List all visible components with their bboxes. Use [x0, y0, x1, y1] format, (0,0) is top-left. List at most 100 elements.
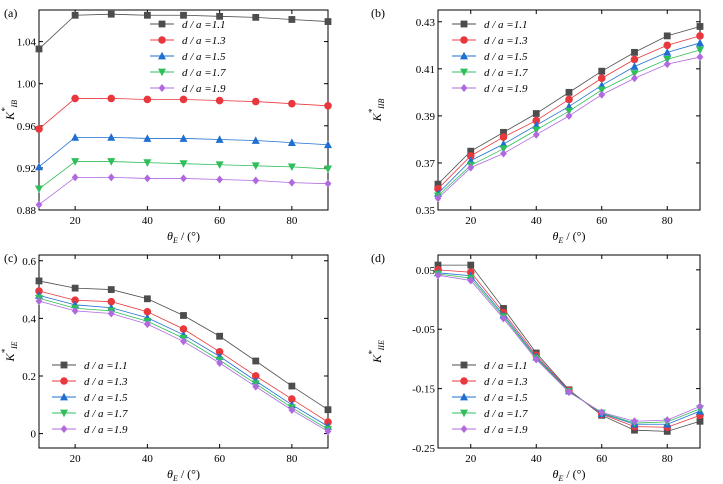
data-point: [143, 295, 151, 303]
data-point: [252, 357, 260, 365]
data-point: [467, 147, 475, 155]
y-axis-label: K*IIE: [367, 340, 386, 364]
svg-text:K*IIB: K*IIB: [367, 99, 386, 123]
plot-frame: [38, 254, 329, 449]
legend-marker: [60, 377, 68, 385]
data-point: [467, 276, 475, 285]
y-tick-label: 0.2: [22, 371, 36, 383]
data-point: [215, 135, 224, 143]
legend-marker: [460, 68, 468, 77]
data-point: [434, 180, 442, 188]
y-tick-label: 0.41: [416, 64, 435, 76]
data-point: [434, 185, 442, 193]
legend: d / a =1.1 d / a =1.3 d / a =1.5 d / a =1.7…: [452, 360, 528, 436]
plot-frame: [437, 254, 701, 449]
data-point: [500, 149, 507, 158]
legend-entry: d / a =1.5: [182, 51, 226, 63]
data-point: [499, 133, 508, 141]
data-point: [215, 161, 224, 169]
series-line: [437, 272, 701, 425]
data-point: [179, 325, 188, 333]
data-point: [179, 160, 188, 168]
data-point: [107, 133, 116, 141]
data-point: [35, 45, 43, 53]
legend-marker: [60, 361, 68, 369]
legend-entry: d / a =1.9: [484, 83, 528, 95]
y-tick-label: 0.05: [416, 265, 436, 277]
data-point: [532, 116, 541, 125]
x-axis-label: θE / (°): [553, 229, 586, 245]
y-tick-label: 1.04: [17, 37, 37, 49]
legend-entry: d / a =1.3: [84, 376, 128, 388]
data-point: [630, 62, 639, 70]
data-point: [288, 382, 296, 390]
legend-marker: [60, 425, 68, 433]
series-line: [437, 49, 701, 197]
data-point: [288, 405, 296, 414]
legend-marker: [60, 392, 68, 401]
data-point: [143, 159, 152, 167]
x-tick-label: 20: [70, 453, 82, 465]
x-tick-label: 40: [531, 453, 543, 465]
data-point: [216, 359, 224, 368]
x-tick-label: 80: [662, 215, 674, 227]
data-point: [252, 382, 260, 391]
y-tick-label: 1.00: [17, 79, 37, 91]
x-tick-label: 60: [596, 453, 608, 465]
legend-marker: [158, 36, 166, 44]
data-point: [71, 11, 79, 19]
legend-entry: d / a =1.1: [484, 19, 527, 31]
data-point: [180, 312, 187, 319]
data-point: [324, 18, 332, 25]
y-tick-label: 0.39: [416, 111, 436, 123]
legend-entry: d / a =1.3: [484, 35, 528, 47]
y-tick-label: -0.05: [412, 324, 435, 336]
y-axis-label: K*IB: [0, 100, 19, 121]
data-point: [180, 11, 187, 19]
svg-text:K*IE: K*IE: [0, 341, 19, 362]
data-point: [71, 284, 79, 292]
legend-entry: d / a =1.1: [84, 360, 127, 372]
y-tick-label: 0.35: [416, 205, 436, 217]
data-point: [434, 261, 442, 269]
data-point: [143, 95, 152, 104]
data-point: [696, 23, 704, 30]
data-point: [696, 38, 704, 47]
legend-entry: d / a =1.1: [484, 360, 527, 372]
data-point: [252, 176, 260, 185]
data-point: [532, 130, 540, 139]
legend-marker: [460, 84, 468, 92]
data-point: [663, 427, 671, 435]
data-point: [565, 88, 573, 96]
legend-marker: [460, 20, 468, 28]
legend-marker: [460, 392, 468, 401]
data-point: [696, 46, 704, 55]
legend-entry: d / a =1.7: [484, 408, 528, 420]
legend-entry: d / a =1.5: [484, 51, 528, 63]
data-point: [287, 163, 296, 172]
data-point: [500, 314, 507, 323]
legend-entry: d / a =1.9: [484, 424, 528, 436]
legend-marker: [158, 84, 166, 92]
data-point: [35, 277, 43, 285]
data-point: [663, 41, 672, 50]
data-point: [216, 175, 224, 184]
data-point: [252, 13, 260, 21]
data-point: [565, 107, 573, 116]
x-tick-label: 20: [465, 453, 477, 465]
data-point: [696, 402, 704, 411]
data-point: [107, 158, 116, 166]
data-point: [631, 48, 638, 56]
data-point: [251, 162, 260, 170]
data-point: [180, 174, 187, 183]
data-point: [565, 95, 573, 104]
data-point: [663, 56, 672, 64]
data-point: [107, 286, 115, 293]
y-tick-label: 0: [31, 429, 37, 441]
x-axis-label: θE / (°): [167, 229, 200, 245]
data-point: [630, 70, 639, 78]
x-tick-label: 60: [596, 215, 608, 227]
x-tick-label: 80: [662, 453, 674, 465]
data-point: [288, 395, 296, 403]
series-line: [437, 56, 701, 199]
